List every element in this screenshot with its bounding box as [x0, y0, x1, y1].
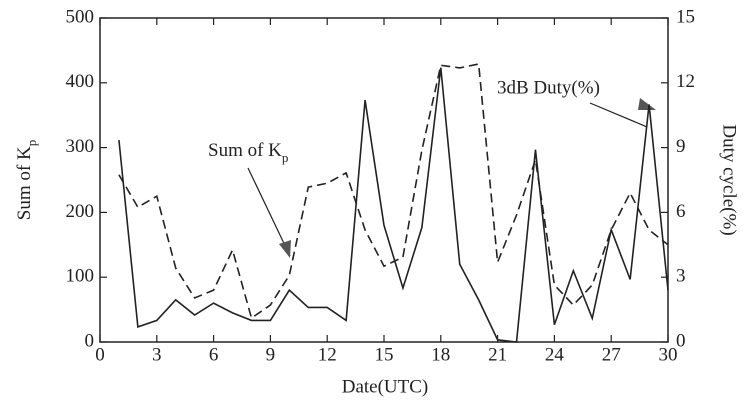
y2-tick-label: 0 — [676, 330, 686, 351]
x-tick-label: 12 — [318, 344, 337, 365]
y-tick-label: 400 — [66, 71, 95, 92]
arrow-head — [279, 240, 291, 258]
x-tick-label: 21 — [488, 344, 507, 365]
y2-tick-label: 6 — [676, 201, 686, 222]
arrow — [589, 102, 648, 128]
x-tick-label: 9 — [266, 344, 276, 365]
x-tick-label: 30 — [659, 344, 678, 365]
annotation: Sum of Kp — [208, 140, 288, 165]
series-line — [118, 63, 669, 320]
y-tick-label: 300 — [66, 136, 95, 157]
y-axis-label: Sum of Kp — [14, 140, 39, 220]
y2-tick-label: 3 — [676, 266, 686, 287]
x-tick-label: 6 — [209, 344, 219, 365]
arrow-head — [638, 98, 656, 110]
y-tick-label: 100 — [66, 266, 95, 287]
y2-tick-label: 15 — [676, 6, 695, 27]
arrow — [247, 167, 291, 257]
y2-axis-label: Duty cycle(%) — [719, 124, 740, 235]
y-tick-label: 0 — [85, 330, 95, 351]
x-tick-label: 0 — [95, 344, 105, 365]
x-tick-label: 27 — [602, 344, 621, 365]
y-tick-label: 500 — [66, 6, 95, 27]
x-tick-label: 3 — [152, 344, 162, 365]
y-tick-label: 200 — [66, 201, 95, 222]
y2-tick-label: 9 — [676, 136, 686, 157]
series-line — [118, 67, 669, 343]
x-tick-label: 18 — [431, 344, 450, 365]
y2-tick-label: 12 — [676, 71, 695, 92]
x-tick-label: 15 — [375, 344, 394, 365]
x-axis-label: Date(UTC) — [342, 376, 429, 397]
x-tick-label: 24 — [545, 344, 565, 365]
annotation: 3dB Duty(%) — [497, 77, 600, 98]
